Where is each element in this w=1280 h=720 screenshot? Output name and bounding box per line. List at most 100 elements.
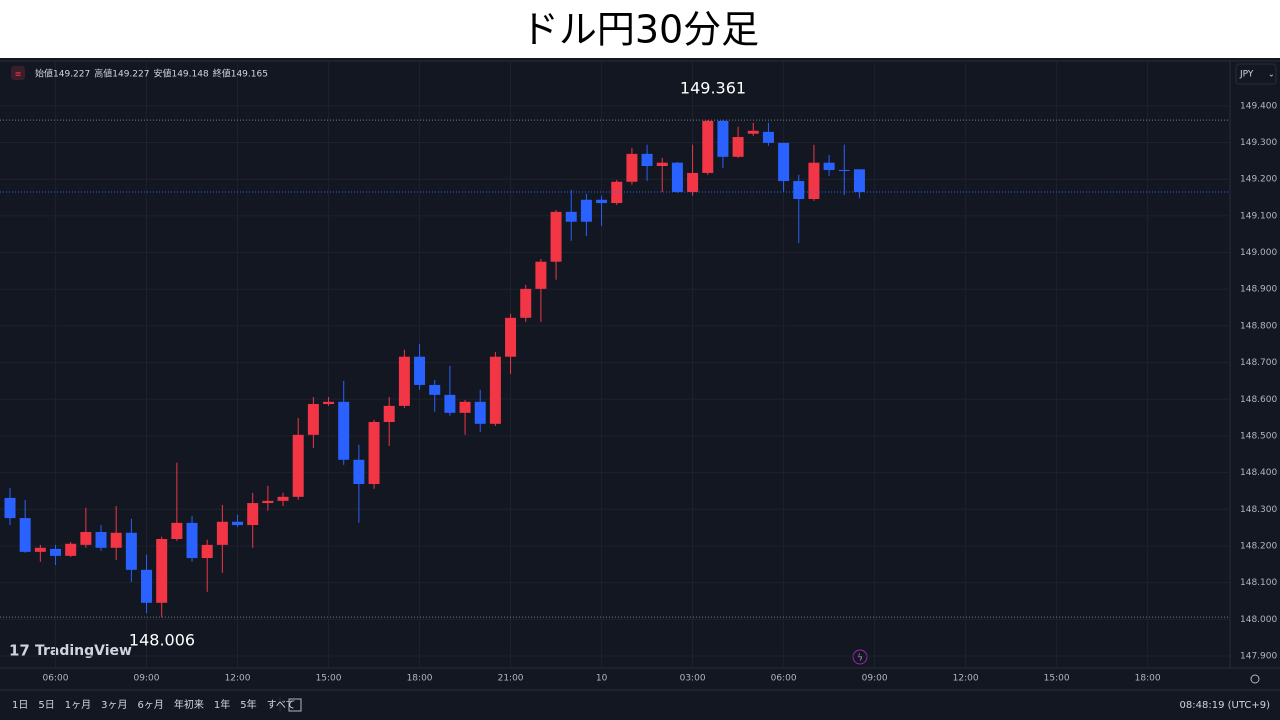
y-tick-label: 149.300: [1240, 138, 1277, 148]
candle-body: [4, 497, 16, 519]
event-icon[interactable]: [852, 649, 868, 665]
candle-body: [216, 521, 228, 545]
candle-body: [307, 404, 319, 435]
x-tick-label: 18:00: [1135, 674, 1161, 684]
currency-box[interactable]: [1235, 63, 1277, 85]
candle-body: [459, 401, 471, 413]
candle-body: [793, 181, 805, 200]
candle-body: [232, 521, 244, 526]
symbol-icon: [11, 66, 25, 80]
x-tick-label: 15:00: [1044, 674, 1070, 684]
high-annotation: 149.361: [680, 79, 746, 98]
x-tick-label: 03:00: [680, 674, 706, 684]
candle-body: [398, 356, 410, 406]
range-button[interactable]: 年初来: [174, 698, 204, 711]
candle-body: [656, 162, 668, 166]
chart-title: ドル円30分足: [521, 8, 759, 52]
candle-body: [702, 120, 714, 173]
candle-body: [368, 421, 380, 484]
candle-body: [853, 169, 865, 193]
candle-body: [141, 569, 153, 603]
candle-body: [778, 142, 790, 182]
symbol-icon-glyph: ≡: [15, 70, 22, 79]
x-tick-label: 15:00: [316, 674, 342, 684]
candle-body: [277, 496, 289, 501]
brand-logo: 17 TradingView: [9, 642, 132, 660]
ohlc-label: 終値: [213, 68, 231, 80]
candle-body: [535, 261, 547, 289]
range-button[interactable]: 5日: [38, 700, 54, 711]
clock: 08:48:19 (UTC+9): [1180, 700, 1271, 711]
x-tick-label: 18:00: [407, 674, 433, 684]
candle-body: [732, 137, 744, 157]
y-tick-label: 148.000: [1240, 615, 1277, 625]
candle-body: [201, 544, 213, 559]
candle-body: [489, 356, 501, 424]
candle-body: [156, 538, 168, 603]
candle-body: [383, 405, 395, 422]
ohlc-label: 高値: [94, 68, 112, 80]
ohlc-value: 149.165: [231, 70, 268, 80]
candle-body: [34, 547, 46, 552]
y-tick-label: 148.300: [1240, 505, 1277, 515]
range-button[interactable]: 1ヶ月: [65, 699, 91, 711]
y-tick-label: 148.800: [1240, 321, 1277, 331]
candle-body: [262, 500, 274, 504]
candle-body: [580, 199, 592, 222]
y-tick-label: 148.700: [1240, 358, 1277, 368]
event-icon-glyph[interactable]: ϟ: [857, 654, 863, 664]
range-button[interactable]: 5年: [240, 698, 256, 711]
candle-body: [80, 532, 92, 545]
y-tick-label: 149.000: [1240, 248, 1277, 258]
candle-body: [808, 162, 820, 200]
brand-mark: 17: [9, 642, 30, 660]
candle-body: [338, 401, 350, 460]
calendar-icon[interactable]: [288, 698, 302, 712]
candle-body: [626, 153, 638, 182]
candle-body: [125, 532, 137, 570]
candle-body: [247, 503, 259, 526]
range-button[interactable]: 3ヶ月: [101, 699, 127, 711]
y-tick-label: 148.600: [1240, 395, 1277, 405]
candle-body: [171, 522, 183, 539]
range-button[interactable]: 6ヶ月: [138, 699, 164, 711]
currency[interactable]: JPY: [1239, 70, 1254, 80]
title-bar: [0, 0, 1280, 58]
candle-body: [520, 288, 532, 318]
x-tick-label: 09:00: [862, 674, 888, 684]
candle-body: [95, 532, 107, 548]
y-tick-label: 148.500: [1240, 431, 1277, 441]
currency-caret[interactable]: ⌄: [1268, 70, 1275, 79]
y-tick-label: 148.400: [1240, 468, 1277, 478]
grid: [0, 60, 1230, 668]
x-tick-label: 06:00: [771, 674, 797, 684]
ohlc-value: 149.227: [112, 70, 149, 80]
candle-body: [762, 131, 774, 143]
range-button[interactable]: 1年: [214, 698, 230, 711]
range-button[interactable]: 1日: [12, 700, 28, 711]
candle-body: [687, 172, 699, 193]
candle-body: [505, 317, 517, 357]
y-tick-label: 149.100: [1240, 211, 1277, 221]
ohlc-value: 149.227: [53, 70, 90, 80]
settings-icon[interactable]: [1250, 674, 1260, 684]
candle-body: [747, 130, 759, 134]
x-tick-label: 12:00: [225, 674, 251, 684]
ohlc-label: 始値: [35, 68, 53, 80]
y-tick-label: 149.200: [1240, 175, 1277, 185]
low-annotation: 148.006: [129, 631, 195, 650]
ohlc-value: 149.148: [171, 70, 208, 80]
x-tick-label: 09:00: [134, 674, 160, 684]
range-button[interactable]: すべて: [267, 699, 296, 711]
x-tick-label: 21:00: [498, 674, 524, 684]
candle-body: [838, 170, 850, 172]
candle-body: [641, 153, 653, 166]
candle-body: [717, 120, 729, 157]
candle-body: [65, 543, 77, 556]
candle-body: [565, 211, 577, 222]
candle-body: [611, 181, 623, 204]
x-tick-label: 06:00: [43, 674, 69, 684]
candle-body: [671, 162, 683, 193]
y-tick-label: 149.400: [1240, 101, 1277, 111]
